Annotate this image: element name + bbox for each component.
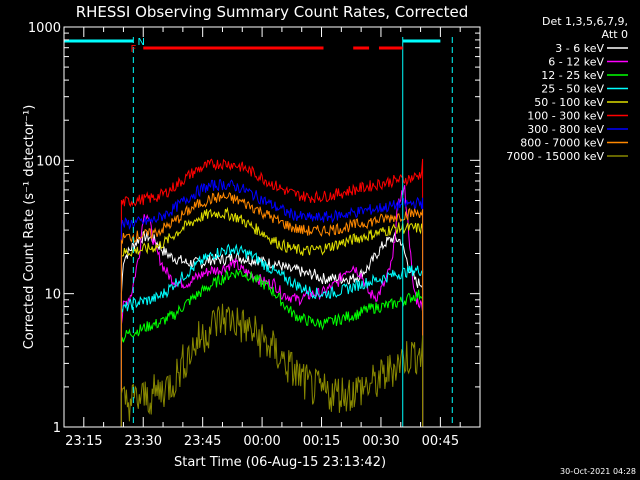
- y-axis-label: Corrected Count Rate (s⁻¹ detector⁻¹): [22, 105, 37, 350]
- series-line: [120, 158, 424, 427]
- plot-frame: [63, 26, 481, 428]
- y-tick-label: 10: [44, 288, 61, 303]
- series-line: [120, 303, 424, 427]
- series-line: [120, 191, 424, 427]
- series-lines: [120, 158, 424, 427]
- x-axis-ticks: 23:15 23:30 23:45 00:00 00:15 00:30 00:45: [65, 27, 461, 449]
- x-axis-label: Start Time (06-Aug-15 23:13:42): [174, 455, 386, 470]
- x-tick-label: 00:45: [422, 434, 459, 449]
- x-tick-label: 23:30: [125, 434, 162, 449]
- chart-title: RHESSI Observing Summary Count Rates, Co…: [76, 3, 469, 21]
- series-line: [120, 179, 424, 427]
- footer-date: 30-Oct-2021 04:28: [560, 467, 636, 476]
- legend-label: 50 - 100 keV: [534, 96, 604, 109]
- legend-label: 12 - 25 keV: [541, 69, 604, 82]
- series-line: [120, 206, 424, 427]
- series-line: [120, 243, 424, 427]
- series-line: [120, 269, 424, 427]
- legend-label: 100 - 300 keV: [527, 110, 604, 123]
- flag-bars: FN: [64, 37, 441, 55]
- flag-label: N: [138, 37, 145, 48]
- legend-header-line-2: Att 0: [602, 28, 628, 41]
- y-tick-label: 100: [36, 154, 61, 169]
- x-tick-label: 23:45: [184, 434, 221, 449]
- x-tick-label: 23:15: [65, 434, 102, 449]
- y-tick-label: 1000: [28, 21, 61, 36]
- x-tick-label: 00:00: [243, 434, 280, 449]
- legend-label: 800 - 7000 keV: [520, 137, 604, 150]
- legend-label: 3 - 6 keV: [555, 42, 604, 55]
- flag-label: F: [130, 44, 136, 55]
- legend-label: 7000 - 15000 keV: [506, 150, 604, 163]
- x-tick-label: 00:30: [362, 434, 399, 449]
- y-tick-label: 1: [53, 421, 61, 436]
- x-tick-label: 00:15: [303, 434, 340, 449]
- vertical-markers: [132, 37, 453, 427]
- legend-label: 300 - 800 keV: [527, 123, 604, 136]
- y-axis-ticks: 1 10 100 1000: [28, 21, 480, 436]
- legend-header-line-1: Det 1,3,5,6,7,9,: [542, 15, 628, 28]
- series-line: [120, 230, 424, 427]
- series-line: [120, 184, 424, 427]
- legend-label: 6 - 12 keV: [548, 56, 604, 69]
- legend-label: 25 - 50 keV: [541, 83, 604, 96]
